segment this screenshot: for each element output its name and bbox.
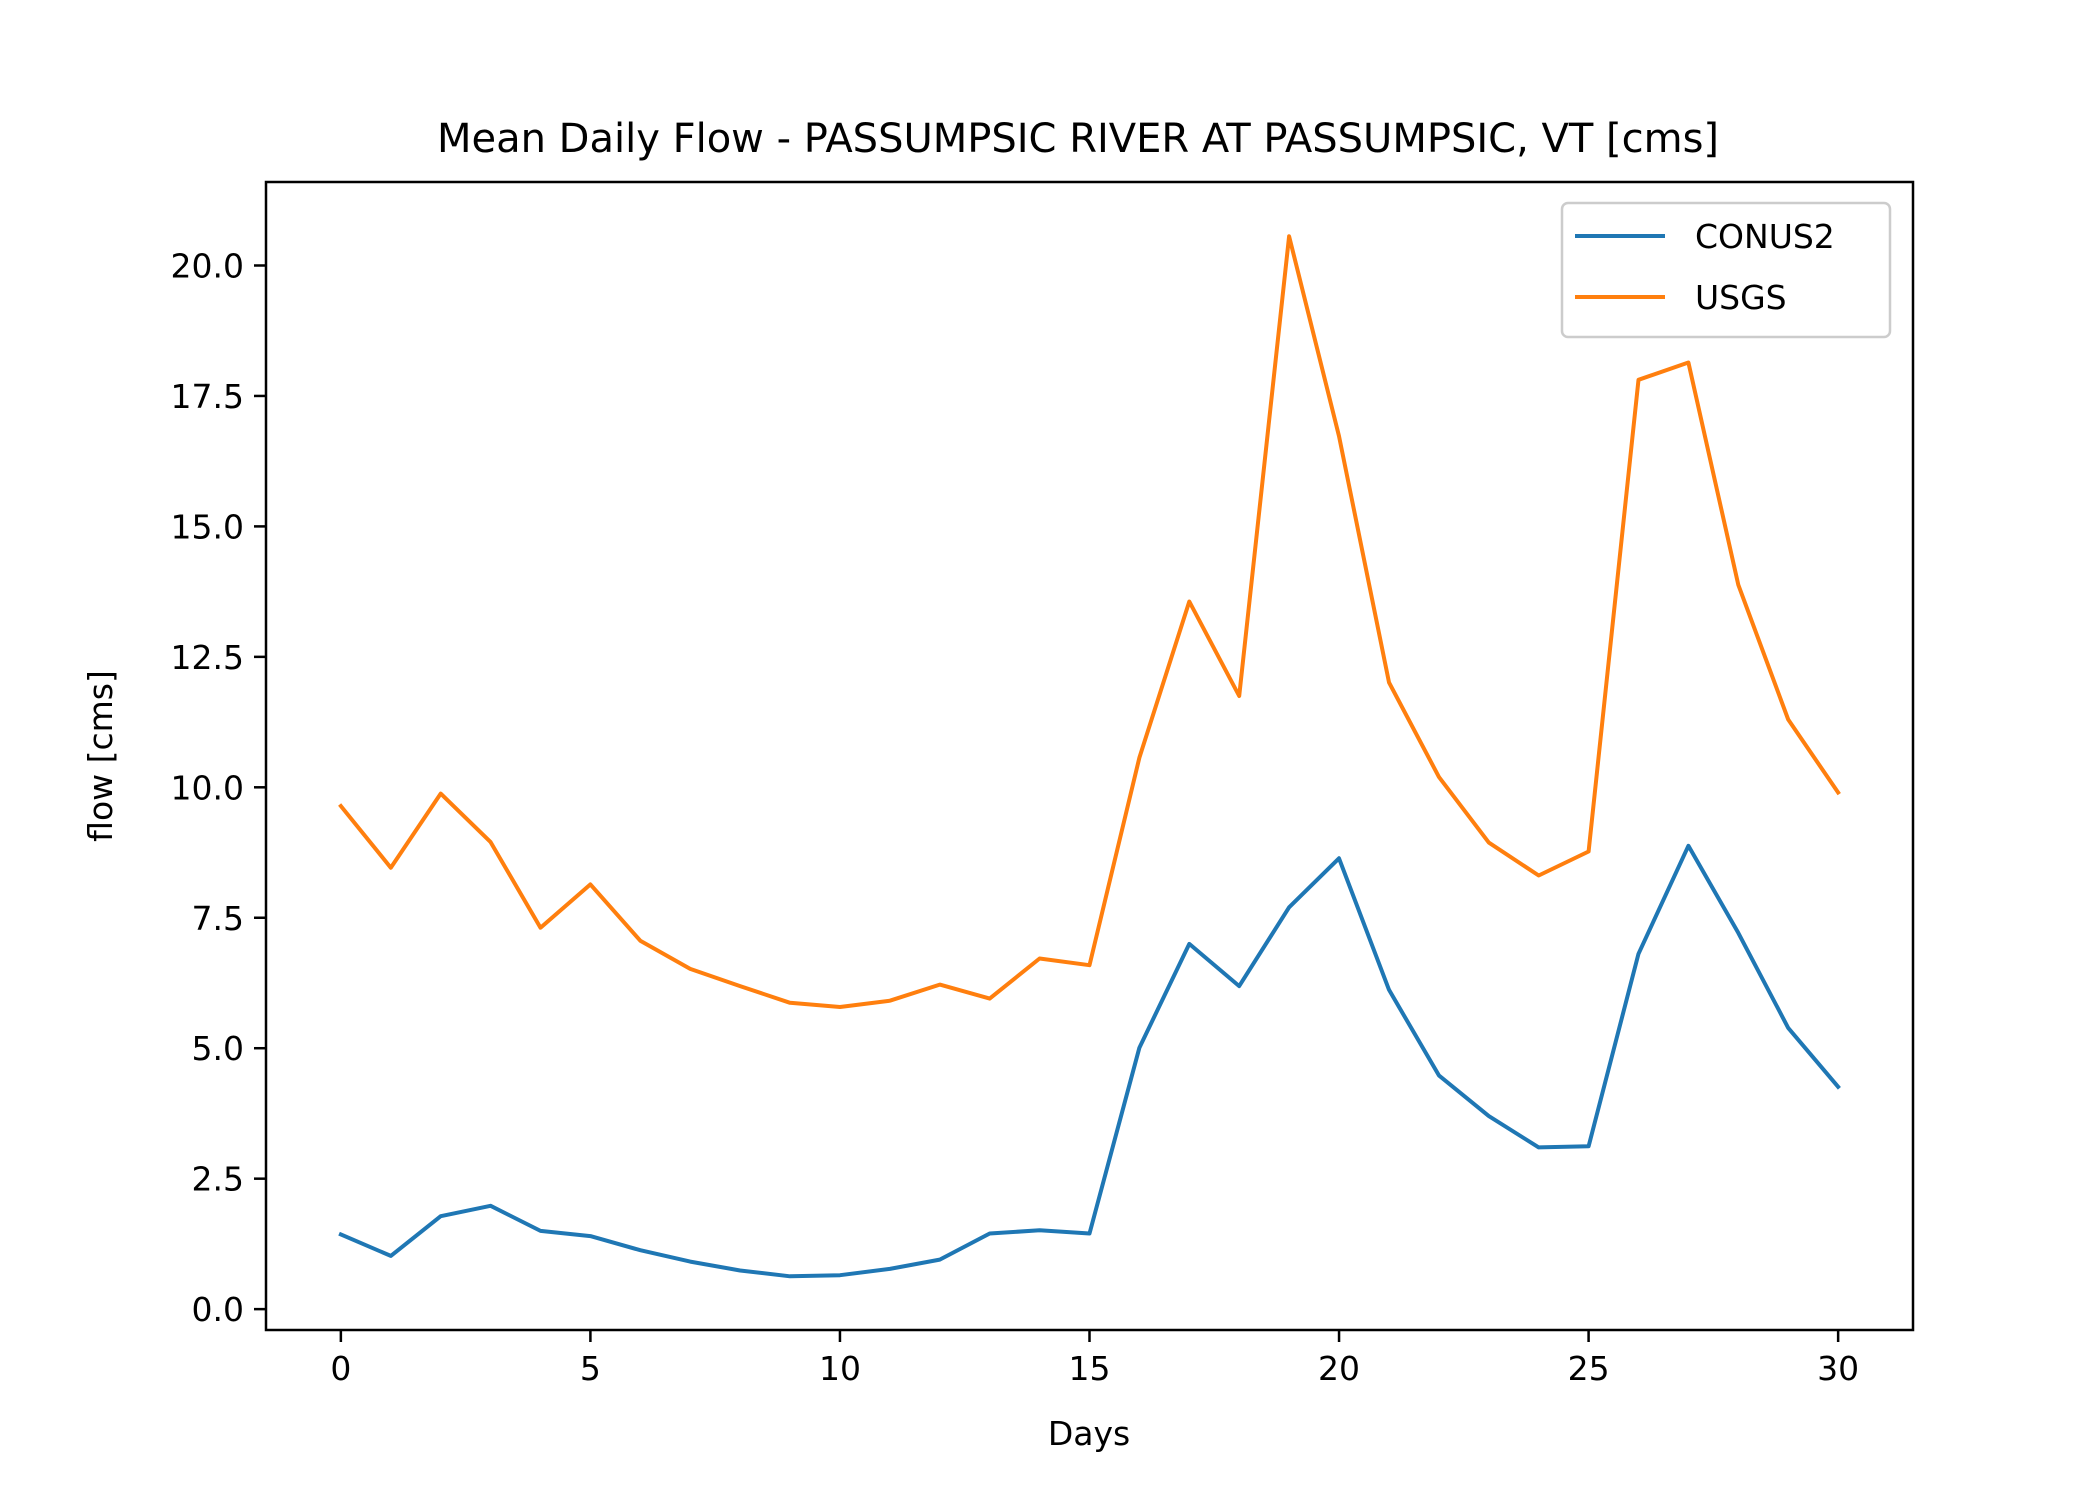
x-tick-label: 0 [330, 1349, 351, 1388]
x-axis-label: Days [1048, 1414, 1130, 1453]
x-tick-label: 5 [580, 1349, 601, 1388]
legend-label-usgs: USGS [1695, 278, 1787, 317]
legend: CONUS2 USGS [1560, 201, 1892, 339]
y-tick-label: 17.5 [171, 377, 244, 416]
plot-lines [338, 234, 1841, 1279]
y-tick-label: 12.5 [171, 638, 244, 677]
y-tick-label: 10.0 [171, 768, 244, 807]
y-tick-label: 2.5 [192, 1160, 244, 1199]
series-line-conus2 [338, 843, 1841, 1279]
x-tick-label: 15 [1069, 1349, 1111, 1388]
series-line-usgs [338, 234, 1841, 1009]
y-tick-label: 7.5 [192, 899, 244, 938]
x-tick-label: 30 [1817, 1349, 1859, 1388]
x-axis: 0 5 10 15 20 25 30 [330, 1330, 1859, 1388]
y-tick-label: 15.0 [171, 507, 244, 546]
x-tick-label: 20 [1318, 1349, 1360, 1388]
y-tick-label: 5.0 [192, 1029, 244, 1068]
x-tick-label: 10 [819, 1349, 861, 1388]
y-axis-label: flow [cms] [81, 670, 120, 842]
y-axis: 0.0 2.5 5.0 7.5 10.0 12.5 15.0 17.5 20.0 [171, 246, 266, 1329]
x-tick-label: 25 [1568, 1349, 1610, 1388]
legend-label-conus2: CONUS2 [1695, 217, 1835, 256]
y-tick-label: 0.0 [192, 1290, 244, 1329]
chart-title: Mean Daily Flow - PASSUMPSIC RIVER AT PA… [437, 116, 1719, 162]
y-tick-label: 20.0 [171, 246, 244, 285]
